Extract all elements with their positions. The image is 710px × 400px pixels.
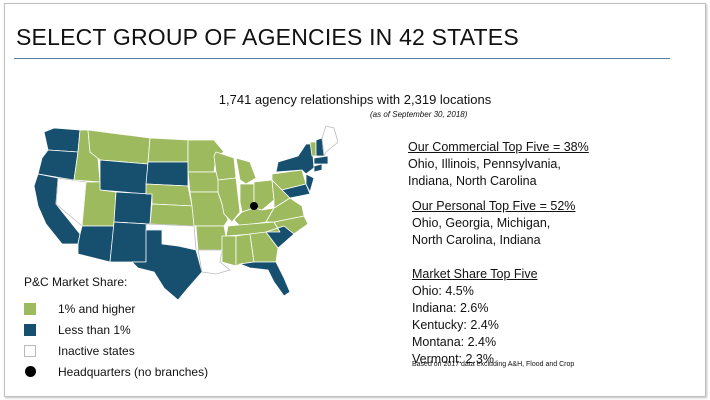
state-arkansas: [195, 225, 227, 251]
state-new-mexico: [109, 221, 149, 263]
legend-label: Less than 1%: [58, 322, 131, 337]
headquarters-marker: [250, 202, 258, 210]
commercial-states: Ohio, Illinois, Pennsylvania, Indiana, N…: [408, 156, 561, 190]
personal-line: North Carolina, Indiana: [412, 233, 541, 247]
footnote: Based on 2017 data excluding A&H, Flood …: [412, 361, 575, 368]
headquarters-dot-icon: [25, 366, 36, 377]
state-arizona: [77, 225, 115, 263]
market-share-item: Vermont: 2.3%: [412, 352, 494, 366]
personal-heading: Our Personal Top Five = 52%: [412, 199, 576, 213]
state-maine: [321, 125, 338, 157]
state-michigan: [235, 157, 257, 185]
legend-label: Inactive states: [58, 343, 135, 358]
state-nebraska: [145, 183, 193, 207]
market-share-item: Ohio: 4.5%: [412, 284, 474, 298]
state-mississippi: [221, 235, 237, 267]
state-maryland: [281, 183, 311, 199]
as-of-date: (as of September 30, 2018): [370, 110, 468, 119]
state-oregon: [37, 149, 79, 181]
state-wyoming: [99, 159, 149, 195]
legend-item-hq: Headquarters (no branches): [24, 361, 208, 382]
market-share-item: Montana: 2.4%: [412, 335, 497, 349]
legend-label: Headquarters (no branches): [58, 364, 209, 379]
page-title: SELECT GROUP OF AGENCIES IN 42 STATES: [16, 24, 519, 50]
commercial-heading: Our Commercial Top Five = 38%: [408, 140, 589, 154]
state-north-carolina: [265, 215, 309, 235]
legend-label: 1% and higher: [58, 301, 136, 316]
personal-states: Ohio, Georgia, Michigan, North Carolina,…: [412, 215, 550, 249]
map-legend: P&C Market Share: 1% and higher Less tha…: [24, 275, 208, 382]
title-divider: [14, 58, 670, 59]
legend-title: P&C Market Share:: [24, 275, 128, 289]
legend-item-inactive: Inactive states: [24, 340, 208, 361]
legend-item-green: 1% and higher: [24, 298, 208, 319]
state-washington: [43, 127, 81, 153]
legend-item-blue: Less than 1%: [24, 319, 208, 340]
blue-swatch: [24, 323, 36, 336]
market-share-item: Indiana: 2.6%: [412, 301, 489, 315]
market-share-heading: Market Share Top Five: [412, 267, 538, 281]
state-florida: [239, 261, 291, 297]
state-new-york: [275, 143, 315, 175]
state-kansas: [149, 203, 195, 227]
state-south-dakota: [145, 161, 189, 187]
state-massachusetts: [313, 155, 329, 165]
state-new-jersey: [305, 173, 315, 193]
state-connecticut: [313, 163, 323, 173]
market-share-list: Ohio: 4.5% Indiana: 2.6% Kentucky: 2.4% …: [412, 283, 499, 368]
state-north-dakota: [147, 137, 189, 163]
state-colorado: [113, 191, 153, 225]
commercial-line: Ohio, Illinois, Pennsylvania,: [408, 157, 561, 171]
green-swatch: [24, 302, 36, 315]
market-share-item: Kentucky: 2.4%: [412, 318, 499, 332]
state-illinois: [217, 177, 241, 223]
subtitle: 1,741 agency relationships with 2,319 lo…: [0, 92, 710, 107]
state-georgia: [249, 231, 279, 263]
us-map: [33, 125, 338, 300]
subtitle-text: 1,741 agency relationships with 2,319 lo…: [218, 92, 492, 107]
state-wisconsin: [213, 151, 237, 181]
commercial-line: Indiana, North Carolina: [408, 174, 537, 188]
inactive-swatch: [24, 344, 36, 357]
personal-line: Ohio, Georgia, Michigan,: [412, 216, 551, 230]
state-texas: [131, 229, 203, 300]
